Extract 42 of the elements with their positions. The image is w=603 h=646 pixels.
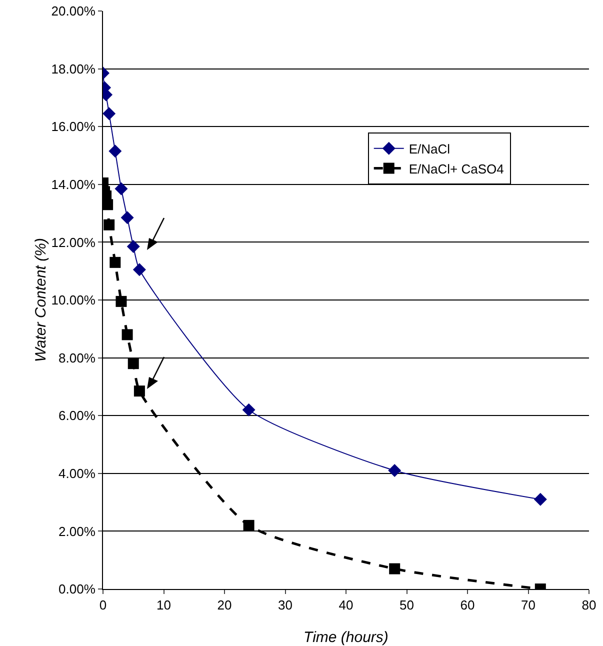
y-tick-label: 20.00% bbox=[51, 4, 96, 19]
point bbox=[242, 403, 256, 416]
point bbox=[388, 464, 402, 478]
legend-label: E/NaCl bbox=[408, 141, 450, 156]
point bbox=[104, 219, 115, 230]
x-tick-label: 80 bbox=[582, 598, 596, 613]
y-tick-label: 12.00% bbox=[51, 234, 96, 250]
x-tick-label: 10 bbox=[156, 598, 171, 613]
point bbox=[108, 144, 122, 158]
y-tick-label: 14.00% bbox=[51, 176, 96, 192]
y-tick-label: 16.00% bbox=[51, 119, 96, 134]
point bbox=[134, 386, 145, 397]
y-tick-label: 8.00% bbox=[58, 350, 96, 366]
point bbox=[534, 492, 547, 506]
y-tick-label: 0.00% bbox=[58, 582, 96, 597]
x-tick-label: 50 bbox=[400, 598, 414, 613]
point bbox=[122, 329, 133, 340]
point bbox=[103, 199, 114, 210]
point bbox=[110, 256, 121, 268]
point bbox=[116, 296, 127, 307]
x-tick-label: 30 bbox=[278, 598, 292, 613]
y-tick-label: 4.00% bbox=[58, 466, 96, 481]
y-axis-title: Water Content (%) bbox=[32, 238, 50, 362]
y-tick-label: 2.00% bbox=[58, 524, 96, 539]
point bbox=[103, 107, 116, 120]
point bbox=[128, 358, 139, 370]
point bbox=[114, 182, 128, 196]
x-tick-label: 60 bbox=[460, 598, 475, 613]
x-tick-label: 70 bbox=[521, 598, 536, 613]
y-tick-label: 18.00% bbox=[51, 61, 96, 76]
y-tick-label: 10.00% bbox=[51, 292, 96, 308]
point bbox=[126, 240, 140, 254]
point bbox=[132, 263, 146, 276]
x-tick-label: 20 bbox=[217, 598, 232, 613]
x-tick-label: 40 bbox=[338, 598, 354, 613]
point bbox=[120, 211, 134, 224]
x-tick-label: 0 bbox=[99, 598, 107, 613]
point bbox=[243, 520, 254, 531]
y-tick-label: 6.00% bbox=[58, 408, 96, 424]
point bbox=[389, 563, 400, 574]
x-axis-title: Time (hours) bbox=[304, 629, 388, 646]
legend-label: E/NaCl+ CaSO4 bbox=[408, 161, 504, 176]
